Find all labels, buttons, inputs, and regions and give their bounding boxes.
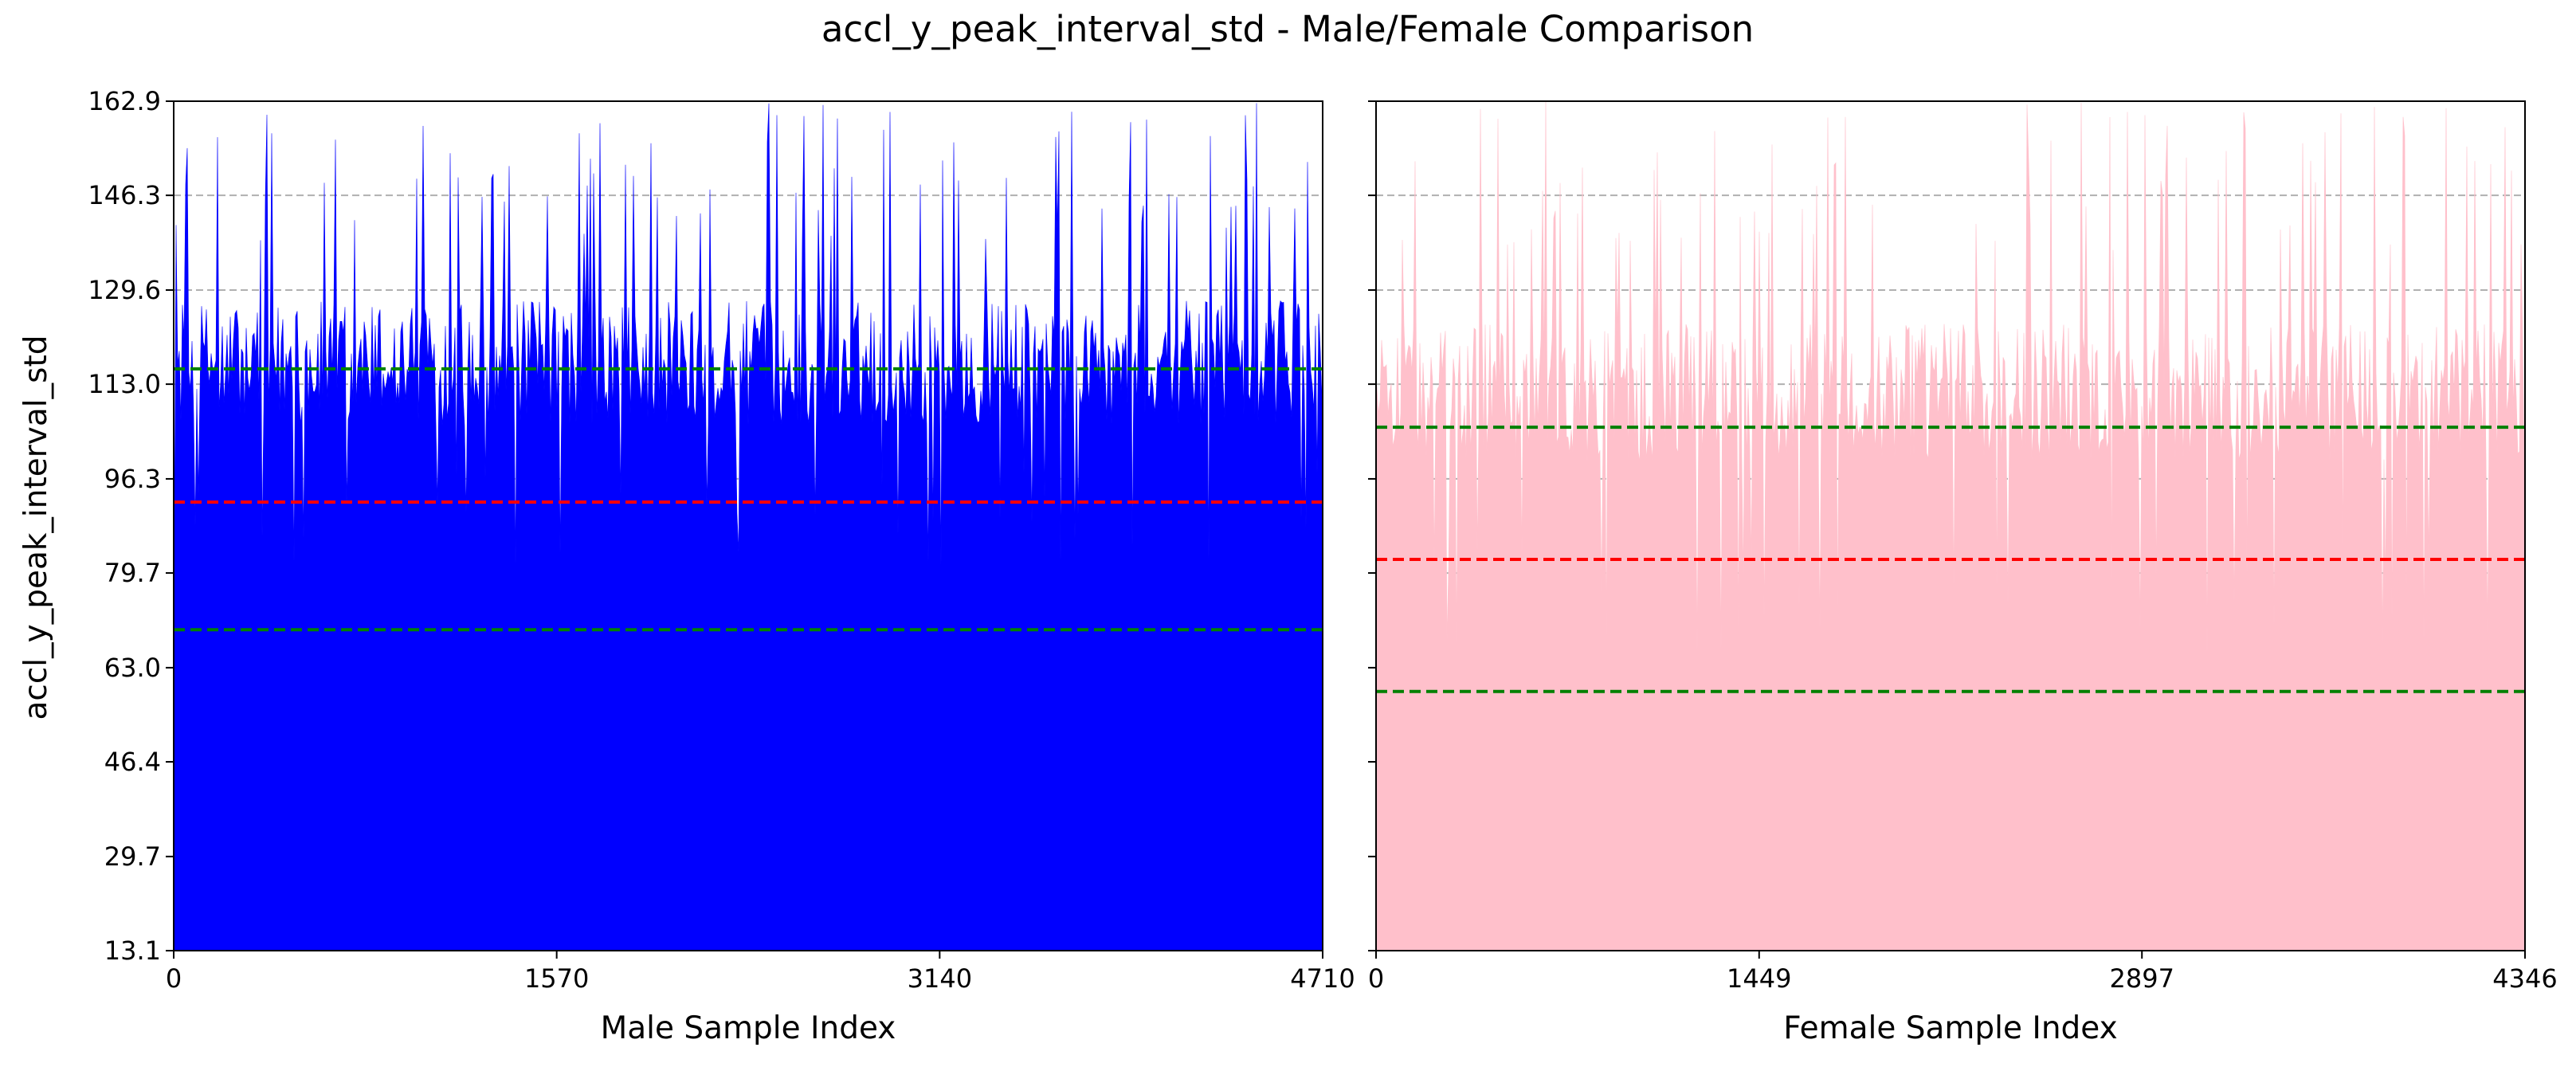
y-tick-label-6: 113.0 xyxy=(88,369,161,399)
y-tick-label-7: 129.6 xyxy=(88,275,161,305)
female-sample-bars xyxy=(1375,101,2526,951)
male-x-tick-label-3: 4710 xyxy=(1290,963,1355,994)
female-panel: 0 1449 2897 4346 Female Sample Index xyxy=(1368,100,2558,1046)
y-tick-label-3: 63.0 xyxy=(104,653,161,683)
female-bars xyxy=(1375,101,2526,951)
y-axis-label: accl_y_peak_interval_std xyxy=(18,335,54,720)
male-x-tick-label-2: 3140 xyxy=(908,963,972,994)
y-tick-label-9: 162.9 xyxy=(88,86,161,116)
male-x-tick-label-1: 1570 xyxy=(524,963,589,994)
male-x-tick-label-0: 0 xyxy=(166,963,182,994)
female-x-tick-label-0: 0 xyxy=(1368,963,1384,994)
y-tick-label-1: 29.7 xyxy=(104,841,161,872)
y-tick-label-0: 13.1 xyxy=(104,936,161,966)
female-y-ticks xyxy=(1368,100,1376,951)
chart-title: accl_y_peak_interval_std - Male/Female C… xyxy=(821,8,1754,50)
female-x-axis-label: Female Sample Index xyxy=(1783,1010,2117,1046)
male-x-ticks: 0 1570 3140 4710 xyxy=(166,951,1355,994)
male-reference-lines xyxy=(174,367,1323,632)
female-reference-lines xyxy=(1376,426,2525,693)
female-x-tick-label-1: 1449 xyxy=(1727,963,1791,994)
female-x-ticks: 0 1449 2897 4346 xyxy=(1368,951,2558,994)
y-tick-label-5: 96.3 xyxy=(104,464,161,494)
male-y-ticks: 13.1 29.7 46.4 63.0 79.7 96.3 113.0 129.6 146.3 1… xyxy=(88,86,174,966)
male-panel: 13.1 29.7 46.4 63.0 79.7 96.3 113.0 129.6 146.3 1… xyxy=(88,86,1355,1046)
male-sample-bars xyxy=(173,103,1323,951)
female-x-tick-label-3: 4346 xyxy=(2492,963,2557,994)
female-x-tick-label-2: 2897 xyxy=(2110,963,2174,994)
y-tick-label-2: 46.4 xyxy=(104,747,161,777)
male-plot-frame xyxy=(173,100,1323,951)
male-x-axis-label: Male Sample Index xyxy=(601,1010,896,1046)
y-tick-label-4: 79.7 xyxy=(104,558,161,588)
male-bars xyxy=(173,103,1323,951)
female-plot-frame xyxy=(1375,100,2526,951)
y-tick-label-8: 146.3 xyxy=(88,180,161,210)
